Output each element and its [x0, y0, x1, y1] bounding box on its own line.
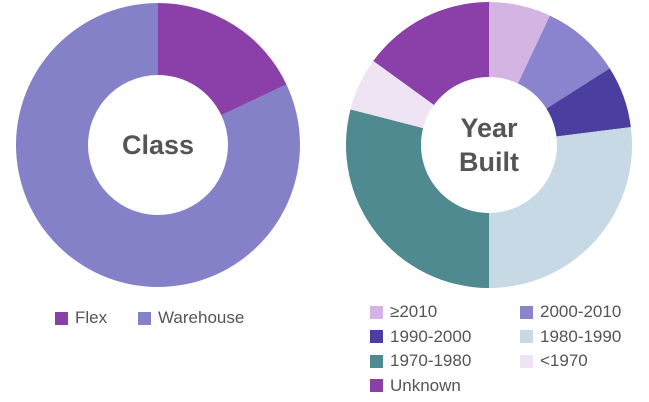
legend-item: <1970 — [520, 351, 588, 371]
legend-item: 1990-2000 — [370, 327, 471, 347]
legend-label: 1980-1990 — [540, 326, 622, 346]
legend-item: 1970-1980 — [370, 351, 471, 371]
donut-slice — [373, 2, 489, 106]
legend-label: <1970 — [540, 351, 588, 370]
donut-slice — [489, 2, 550, 84]
legend-swatch — [520, 305, 533, 319]
legend-item: ≥2010 — [370, 302, 437, 322]
donut-slice — [158, 3, 287, 116]
legend-label: 2000-2010 — [540, 302, 622, 321]
donut-slice — [15, 3, 300, 287]
legend-swatch — [370, 379, 383, 392]
legend-item: 2000-2010 — [520, 302, 621, 322]
legend-swatch — [370, 354, 383, 368]
donut-slice — [546, 68, 631, 137]
legend-swatch — [138, 311, 151, 325]
donut-slice — [517, 15, 610, 109]
legend-item: Unknown — [370, 376, 461, 396]
legend-label: 1990-2000 — [390, 326, 472, 346]
legend-label: Unknown — [390, 375, 461, 395]
legend-swatch — [55, 311, 68, 325]
legend-item: Warehouse — [138, 308, 244, 328]
chart-title: Year Built — [459, 113, 519, 177]
legend-label: Flex — [75, 308, 108, 327]
legend-swatch — [370, 330, 383, 343]
legend-label: Warehouse — [158, 308, 245, 327]
donut-slice — [489, 127, 632, 288]
legend-item: Flex — [55, 308, 107, 328]
legend-swatch — [520, 330, 533, 343]
donut-slice — [346, 109, 489, 288]
legend-swatch — [520, 354, 533, 368]
legend-label: ≥2010 — [390, 302, 438, 321]
legend-label: 1970-1980 — [390, 351, 472, 370]
legend-swatch — [370, 305, 383, 319]
donut-slice — [350, 60, 434, 129]
legend-item: 1980-1990 — [520, 327, 621, 347]
chart-title: Class — [121, 130, 195, 160]
